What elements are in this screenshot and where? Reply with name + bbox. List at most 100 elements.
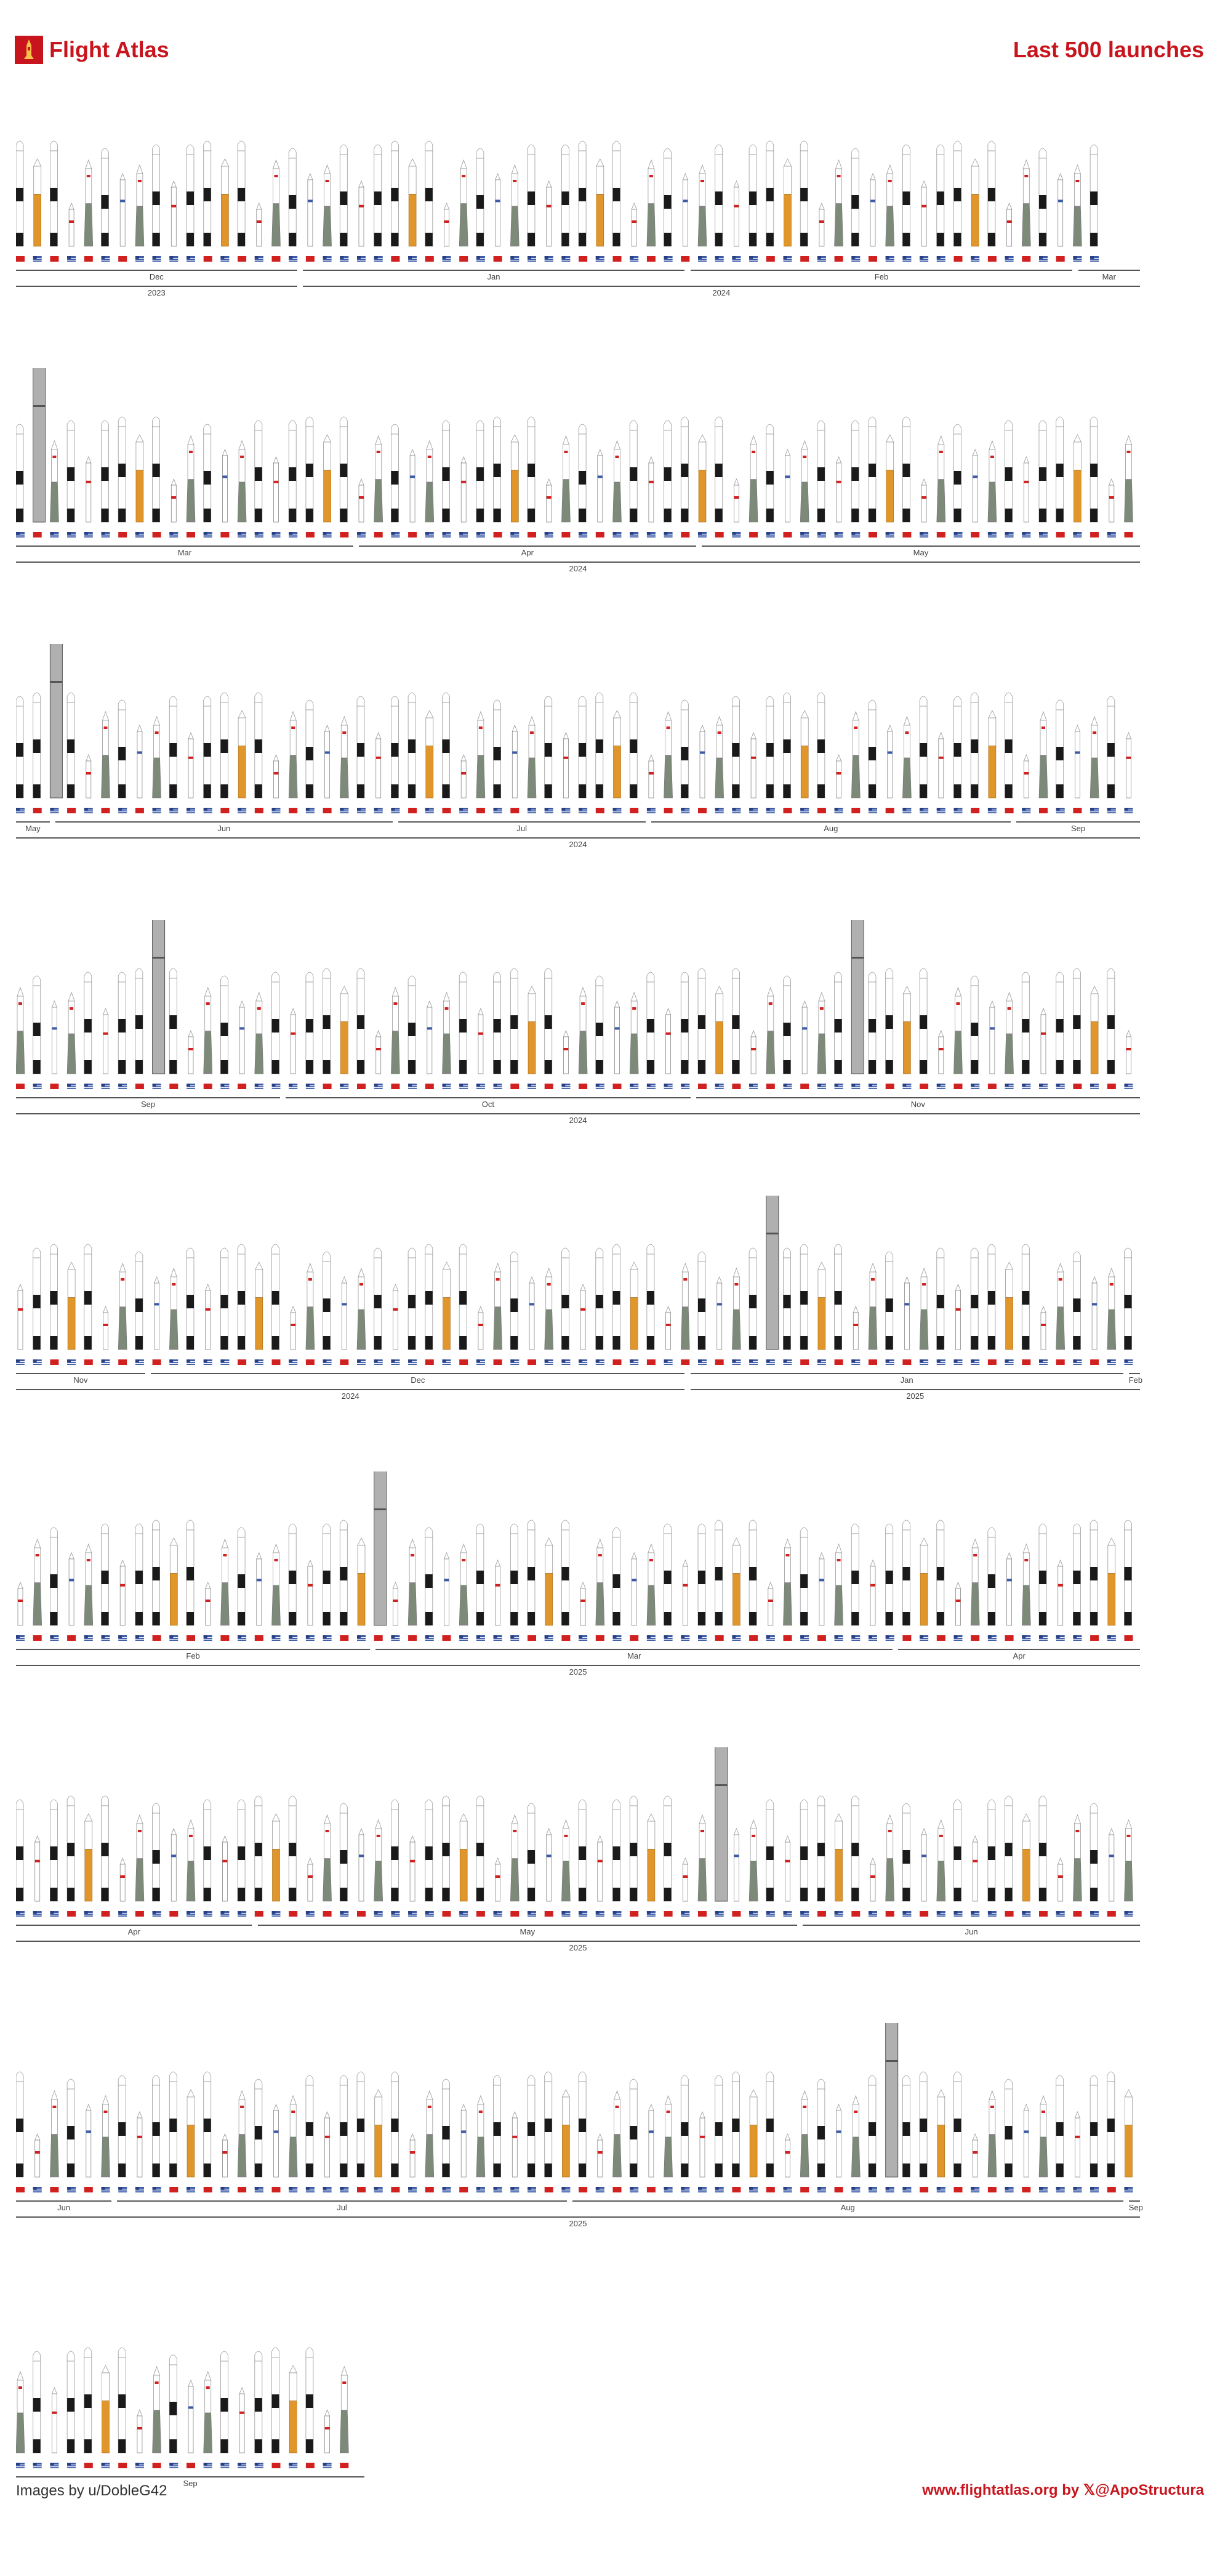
rocket-silhouette	[238, 2386, 247, 2468]
rocket-silhouette	[442, 991, 451, 1089]
rocket-silhouette	[970, 1247, 980, 1365]
rocket-silhouette	[323, 1251, 332, 1365]
rocket-silhouette	[578, 140, 588, 262]
rocket-silhouette	[1107, 1827, 1116, 1917]
rocket-silhouette	[834, 972, 843, 1089]
rocket-silhouette	[970, 692, 980, 813]
rocket-silhouette	[476, 710, 486, 813]
rocket-silhouette	[374, 1029, 383, 1089]
year-axis: 2024 2025	[16, 1389, 1140, 1403]
rocket-silhouette	[1038, 710, 1048, 813]
rocket-silhouette	[152, 2075, 161, 2192]
rocket-silhouette	[885, 1814, 895, 1917]
rocket-silhouette	[425, 1000, 434, 1089]
rocket-silhouette	[697, 968, 707, 1089]
rocket-silhouette	[305, 1857, 315, 1917]
rocket-silhouette	[476, 1305, 485, 1365]
rocket-silhouette	[595, 692, 604, 813]
rocket-silhouette	[851, 1523, 861, 1641]
rocket-silhouette	[493, 1559, 502, 1641]
rocket-silhouette	[1073, 1251, 1082, 1365]
rocket-silhouette	[203, 140, 212, 262]
rocket-silhouette	[33, 2351, 42, 2468]
month-label: Mar	[375, 1649, 893, 1662]
rocket-silhouette	[289, 2365, 298, 2468]
rocket-silhouette	[561, 2089, 571, 2192]
rocket-silhouette	[152, 715, 161, 813]
rocket-silhouette	[288, 1523, 298, 1641]
rocket-silhouette	[101, 2095, 110, 2192]
rocket-silhouette	[1073, 434, 1082, 537]
rocket-silhouette	[152, 2365, 161, 2468]
rocket-silhouette	[135, 724, 144, 813]
rocket-silhouette	[220, 975, 230, 1089]
month-label: May	[257, 1925, 798, 1938]
rocket-silhouette	[664, 1305, 673, 1365]
rocket-silhouette	[356, 696, 366, 813]
rocket-silhouette	[561, 1247, 571, 1365]
rocket-silhouette	[783, 158, 792, 262]
rocket-silhouette	[459, 1813, 468, 1917]
rocket-silhouette	[1056, 699, 1065, 813]
rocket-silhouette	[715, 416, 724, 537]
rocket-silhouette	[732, 1267, 741, 1365]
rocket-silhouette	[50, 1527, 59, 1641]
rocket-silhouette	[16, 140, 25, 262]
rocket-silhouette	[1005, 1552, 1014, 1641]
rocket-silhouette	[476, 420, 485, 537]
rocket-silhouette	[595, 1247, 604, 1365]
rocket-silhouette	[902, 715, 912, 813]
rocket-silhouette	[50, 1799, 59, 1917]
rocket-silhouette	[920, 1827, 929, 1917]
rocket-silhouette	[271, 159, 281, 262]
rocket-silhouette	[407, 1247, 417, 1365]
rocket-silhouette	[289, 1305, 298, 1365]
rocket-silhouette	[1090, 986, 1099, 1089]
rocket-silhouette	[817, 1262, 826, 1365]
month-label: Apr	[898, 1649, 1140, 1662]
rocket-silhouette	[186, 144, 195, 262]
year-axis: 2024	[16, 561, 1140, 575]
rocket-silhouette	[715, 1519, 724, 1641]
rocket-silhouette	[459, 159, 468, 262]
month-label: Jun	[803, 1925, 1140, 1938]
rocket-silhouette	[391, 2071, 400, 2192]
rocket-silhouette	[203, 1283, 212, 1365]
rocket-silhouette	[101, 1795, 110, 1917]
rocket-silhouette	[732, 696, 741, 813]
rocket-silhouette	[1124, 1819, 1133, 1917]
rocket-silhouette	[33, 368, 46, 537]
rocket-silhouette	[578, 424, 588, 537]
rocket-silhouette	[254, 2079, 263, 2192]
rocket-silhouette	[152, 920, 166, 1089]
rocket-silhouette	[697, 1523, 707, 1641]
launch-row: Sep Oct Nov 2024	[0, 920, 1220, 1197]
rocket-silhouette	[135, 1814, 145, 1917]
rocket-silhouette	[868, 1262, 878, 1365]
rocket-silhouette	[646, 972, 656, 1089]
month-label: Sep	[1128, 2200, 1143, 2214]
rocket-silhouette	[1107, 478, 1116, 537]
rocket-silhouette	[305, 416, 315, 537]
rocket-silhouette	[357, 478, 366, 537]
rocket-silhouette	[476, 148, 485, 262]
rocket-silhouette	[748, 1819, 758, 1917]
rocket-silhouette	[1090, 1276, 1099, 1365]
rocket-silhouette	[527, 416, 536, 537]
rocket-silhouette	[476, 1007, 485, 1089]
rocket-silhouette	[50, 1244, 59, 1365]
rocket-silhouette	[510, 1251, 520, 1365]
rocket-silhouette	[49, 644, 63, 813]
rocket-silhouette	[629, 2079, 639, 2192]
rocket-silhouette	[561, 731, 571, 813]
rocket-silhouette	[885, 2023, 899, 2192]
rocket-silhouette	[987, 140, 997, 262]
rocket-silhouette	[407, 692, 417, 813]
rocket-silhouette	[84, 754, 93, 813]
rocket-silhouette	[766, 1799, 775, 1917]
rocket-silhouette	[629, 692, 639, 813]
rocket-silhouette	[1090, 144, 1099, 262]
rocket-silhouette	[339, 1519, 349, 1641]
rocket-silhouette	[749, 731, 758, 813]
rocket-silhouette	[391, 424, 400, 537]
